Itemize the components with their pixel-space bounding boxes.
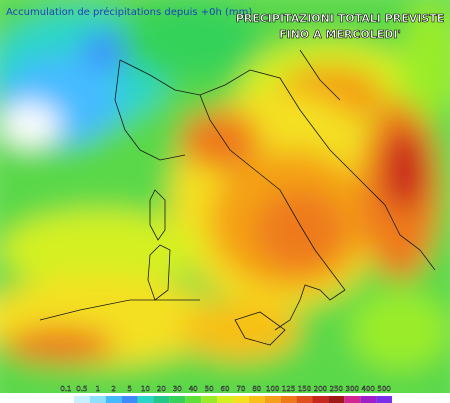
color-scale-label: 200 (314, 385, 327, 393)
coastlines (39, 49, 436, 346)
color-swatch (264, 396, 281, 403)
color-scale-label: 20 (157, 385, 166, 393)
color-swatch (296, 396, 313, 403)
color-swatch (153, 396, 170, 403)
color-swatch (201, 396, 218, 403)
color-scale-label: 0.5 (76, 385, 87, 393)
color-swatch (376, 396, 392, 403)
color-scale-label: 40 (189, 385, 198, 393)
map-subtitle: Accumulation de précipitations depuis +0… (6, 6, 252, 18)
color-swatch (89, 396, 106, 403)
color-scale-label: 5 (127, 385, 131, 393)
color-swatch (232, 396, 249, 403)
color-swatch (328, 396, 345, 403)
color-scale-label: 2 (111, 385, 115, 393)
color-scale-label: 150 (298, 385, 311, 393)
color-swatch (105, 396, 122, 403)
color-scale-label: 400 (361, 385, 374, 393)
color-scale-label: 500 (377, 385, 390, 393)
color-scale-label: 50 (205, 385, 214, 393)
color-swatch (280, 396, 297, 403)
color-swatch (137, 396, 154, 403)
color-scale: 0.1 0.5 1 2 5 10 20 30 40 50 60 70 80 100 125 150 200 250… (0, 385, 450, 403)
color-swatch (73, 396, 90, 403)
color-scale-label: 10 (141, 385, 150, 393)
color-swatch (169, 396, 186, 403)
color-swatch (248, 396, 265, 403)
title-line: PRECIPITAZIONI TOTALI PREVISTE (236, 12, 445, 25)
color-scale-label: 1 (96, 385, 100, 393)
color-swatch (217, 396, 233, 403)
color-scale-label: 70 (236, 385, 245, 393)
color-scale-label: 0.1 (60, 385, 71, 393)
color-swatch (312, 396, 329, 403)
color-scale-label: 30 (173, 385, 182, 393)
color-scale-label: 60 (221, 385, 230, 393)
color-swatch (58, 396, 74, 403)
color-scale-label: 250 (330, 385, 343, 393)
title-block: Accumulation de précipitations depuis +0… (6, 6, 445, 41)
color-scale-label: 125 (282, 385, 295, 393)
color-scale-label: 300 (346, 385, 359, 393)
color-swatch (344, 396, 361, 403)
color-swatch (185, 396, 202, 403)
color-swatch (121, 396, 138, 403)
color-scale-label: 100 (266, 385, 279, 393)
color-swatch (360, 396, 377, 403)
color-scale-label: 80 (252, 385, 261, 393)
title-line: FINO A MERCOLEDI' (279, 28, 401, 41)
